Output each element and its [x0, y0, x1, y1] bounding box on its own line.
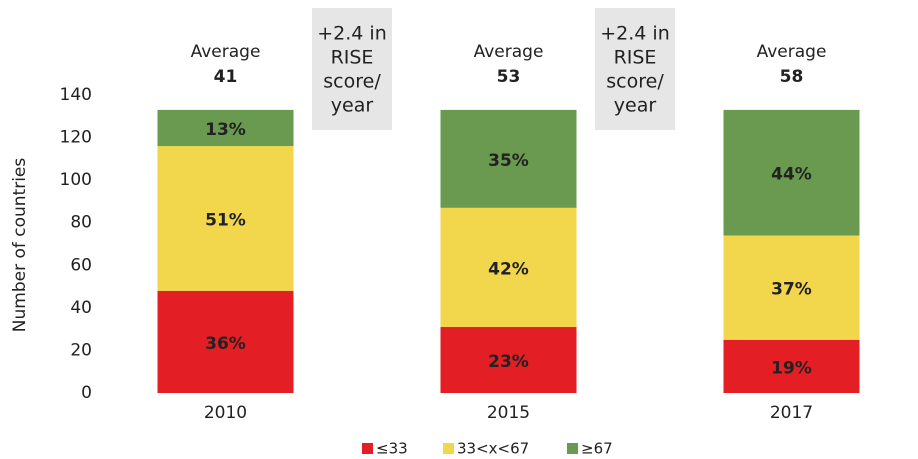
value-label: 37%	[771, 280, 812, 300]
x-tick-label: 2010	[204, 403, 247, 423]
bar-segment	[157, 146, 294, 291]
value-label: 35%	[488, 151, 529, 171]
legend-swatch	[362, 443, 373, 454]
bar-segment	[440, 109, 577, 208]
legend-swatch	[567, 443, 578, 454]
y-tick-label: 100	[60, 170, 92, 190]
legend-label: ≥67	[581, 440, 613, 458]
y-tick-label: 0	[81, 383, 92, 403]
annotation-text: year	[614, 95, 657, 117]
annotation-text: +2.4 in	[600, 23, 670, 45]
x-tick-label: 2017	[770, 403, 813, 423]
average-value: 53	[497, 67, 521, 87]
annotation-text: score/	[323, 71, 381, 93]
legend-label: 33<x<67	[457, 440, 529, 458]
average-text: Average	[757, 42, 827, 62]
average-text: Average	[191, 42, 261, 62]
value-label: 19%	[771, 358, 812, 378]
bar-segment	[157, 109, 294, 147]
bar-segment	[440, 327, 577, 393]
annotation-text: RISE	[331, 47, 374, 69]
y-tick-label: 120	[60, 128, 92, 148]
legend-label: ≤33	[376, 440, 408, 458]
y-tick-label: 80	[70, 213, 92, 233]
legend-swatch	[443, 443, 454, 454]
bar-segment	[723, 339, 860, 393]
y-tick-label: 20	[70, 340, 92, 360]
value-label: 51%	[205, 210, 246, 230]
average-value: 41	[214, 67, 238, 87]
average-text: Average	[474, 42, 544, 62]
annotation-box	[595, 8, 675, 130]
bar-segment	[723, 235, 860, 340]
y-tick-label: 140	[60, 85, 92, 105]
y-axis-title: Number of countries	[10, 158, 30, 333]
value-label: 13%	[205, 120, 246, 140]
y-tick-label: 60	[70, 255, 92, 275]
value-label: 44%	[771, 165, 812, 185]
bar-segment	[157, 290, 294, 393]
value-label: 42%	[488, 259, 529, 279]
annotation-box	[312, 8, 392, 130]
annotation-text: year	[331, 95, 374, 117]
average-value: 58	[780, 67, 804, 87]
value-label: 36%	[205, 334, 246, 354]
x-tick-label: 2015	[487, 403, 530, 423]
annotation-text: RISE	[614, 47, 657, 69]
bar-segment	[440, 207, 577, 328]
annotation-text: score/	[606, 71, 664, 93]
bar-segment	[723, 109, 860, 236]
y-tick-label: 40	[70, 298, 92, 318]
value-label: 23%	[488, 352, 529, 372]
annotation-text: +2.4 in	[317, 23, 387, 45]
